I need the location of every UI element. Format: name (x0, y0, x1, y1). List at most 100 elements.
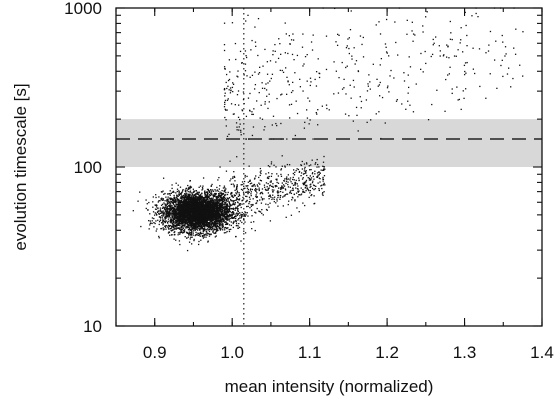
data-point (198, 197, 200, 200)
data-point (189, 229, 191, 231)
data-point (178, 211, 180, 213)
data-point (177, 184, 179, 186)
data-point (181, 198, 183, 200)
data-point (210, 224, 213, 226)
data-point (208, 203, 210, 205)
data-point (180, 211, 183, 214)
data-point (139, 191, 141, 193)
data-point (181, 215, 184, 218)
data-point (190, 211, 192, 214)
data-point (193, 199, 195, 201)
data-point (185, 194, 187, 196)
data-point (208, 207, 210, 209)
data-point (180, 193, 182, 195)
data-point (224, 213, 227, 215)
data-point (270, 163, 273, 165)
data-point (204, 209, 206, 211)
data-point (209, 212, 211, 215)
data-point (211, 194, 213, 196)
data-point (233, 213, 235, 215)
data-point (155, 208, 157, 210)
data-point (227, 212, 230, 214)
data-point (224, 217, 226, 219)
data-point (269, 181, 271, 183)
data-point (217, 214, 219, 217)
data-point (248, 180, 251, 183)
data-point (205, 229, 207, 231)
data-point (212, 231, 214, 233)
data-point (228, 230, 231, 233)
data-point (168, 228, 170, 230)
data-point (250, 191, 252, 193)
data-point (211, 208, 213, 210)
data-point (195, 217, 197, 220)
data-point (208, 211, 210, 214)
data-point (217, 222, 219, 224)
data-point (242, 191, 245, 193)
data-point (226, 197, 228, 199)
data-point (171, 213, 174, 215)
data-point (304, 185, 307, 187)
data-point (208, 206, 211, 208)
data-point (215, 232, 217, 234)
data-point (219, 196, 222, 198)
data-point (178, 208, 180, 210)
data-point (187, 216, 189, 219)
data-point (181, 228, 183, 231)
data-point (203, 209, 206, 212)
data-point (279, 198, 281, 200)
data-point (210, 228, 212, 231)
data-point (164, 221, 167, 224)
data-point (269, 185, 271, 187)
data-point (206, 218, 208, 221)
data-point (189, 205, 192, 207)
data-point (238, 192, 240, 194)
data-point (296, 168, 298, 170)
data-point (208, 213, 210, 215)
data-point (219, 166, 221, 168)
data-point (170, 224, 172, 227)
data-point (221, 220, 223, 222)
data-point (218, 203, 220, 205)
data-point (178, 221, 181, 223)
data-point (218, 214, 220, 216)
data-point (191, 224, 193, 227)
data-point (221, 192, 223, 195)
data-point (204, 212, 206, 214)
data-point (314, 170, 316, 172)
data-point (317, 174, 319, 176)
data-point (190, 199, 192, 201)
data-point (182, 222, 185, 224)
data-point (162, 221, 164, 223)
data-point (179, 211, 181, 214)
data-point (207, 240, 209, 242)
data-point (272, 185, 274, 188)
data-point (205, 225, 207, 227)
data-point (232, 212, 235, 215)
data-point (231, 191, 233, 194)
data-point (184, 197, 186, 199)
data-point (191, 231, 193, 233)
data-point (218, 222, 220, 224)
data-point (185, 195, 187, 198)
data-point (272, 197, 274, 199)
data-point (198, 222, 200, 224)
data-point (188, 223, 190, 225)
data-point (207, 225, 210, 227)
data-point (287, 174, 290, 176)
data-point (206, 200, 208, 203)
data-point (162, 213, 164, 215)
data-point (259, 183, 261, 185)
data-point (184, 205, 187, 207)
data-point (222, 213, 224, 215)
data-point (313, 195, 315, 197)
data-point (227, 199, 230, 201)
data-point (192, 234, 194, 236)
data-point (205, 202, 207, 205)
data-point (170, 227, 173, 229)
data-point (322, 161, 325, 163)
data-point (280, 186, 283, 189)
data-point (224, 191, 226, 193)
data-point (183, 220, 185, 222)
data-point (181, 211, 184, 213)
